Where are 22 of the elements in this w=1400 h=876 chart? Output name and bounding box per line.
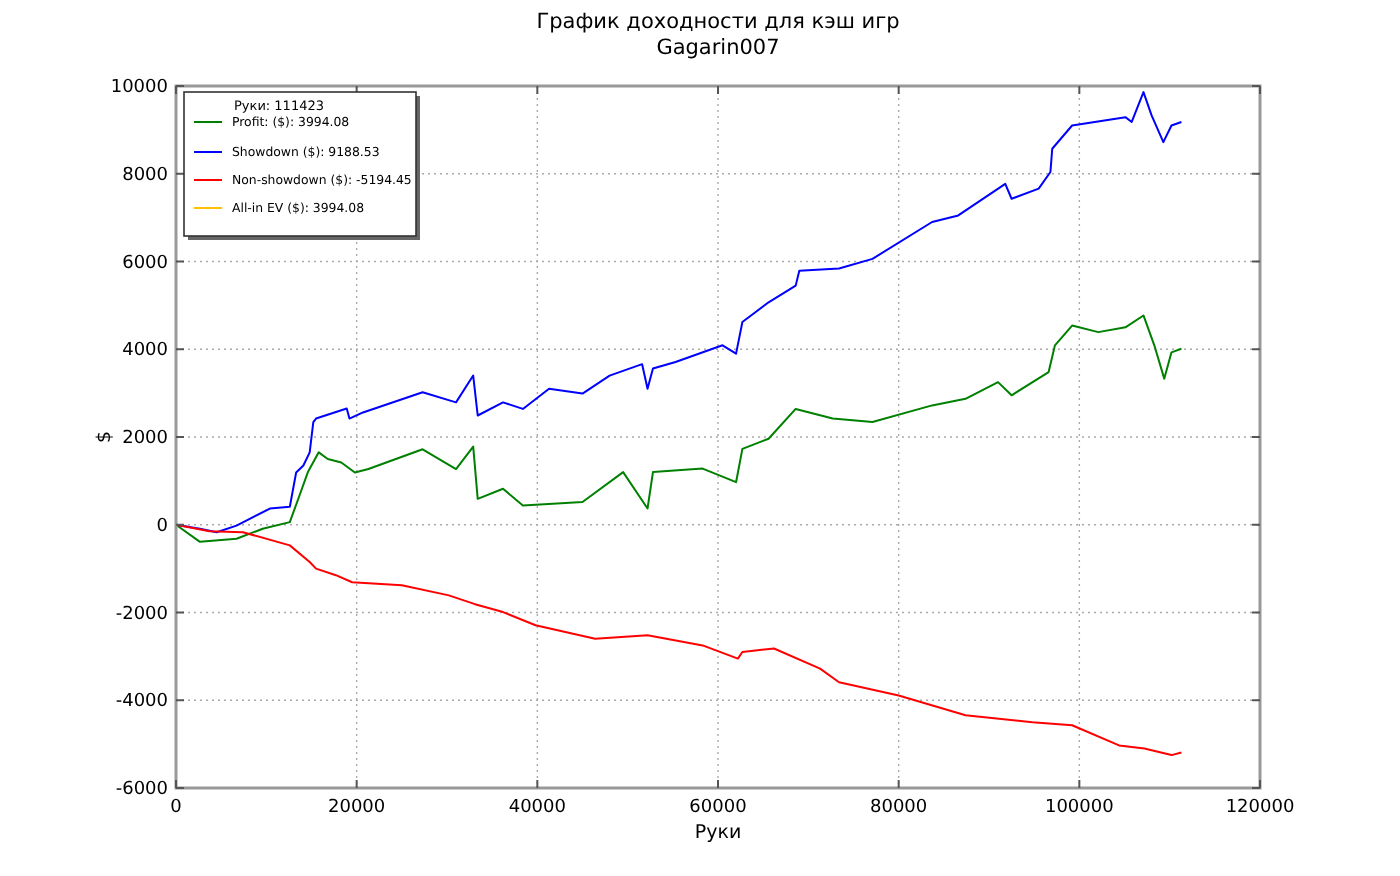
y-tick-label: 8000: [122, 165, 169, 186]
x-axis-title: Руки: [694, 822, 742, 844]
line-series: [175, 314, 1183, 543]
x-tick-label: 60000: [689, 798, 748, 818]
x-tick-label: 100000: [1044, 798, 1115, 818]
line-series: [175, 523, 1183, 757]
y-tick-label: -6000: [115, 780, 169, 800]
y-tick-label: 10000: [110, 78, 169, 98]
y-tick-label: -4000: [115, 692, 169, 713]
y-tick-label: 0: [156, 516, 169, 537]
x-tick-label: 40000: [508, 798, 567, 818]
chart-subtitle: Gagarin007: [656, 36, 780, 60]
y-tick-label: 6000: [122, 253, 169, 274]
y-axis-title: $: [94, 430, 116, 444]
x-tick-label: 0: [170, 798, 183, 818]
x-tick-label: 120000: [1225, 798, 1295, 818]
chart-title: График доходности для кэш игр: [536, 10, 901, 34]
y-tick-label: 4000: [122, 341, 169, 362]
x-tick-label: 20000: [328, 798, 386, 818]
y-tick-label: -2000: [115, 604, 169, 625]
x-tick-label: 80000: [870, 798, 928, 818]
y-tick-label: 2000: [122, 429, 169, 449]
